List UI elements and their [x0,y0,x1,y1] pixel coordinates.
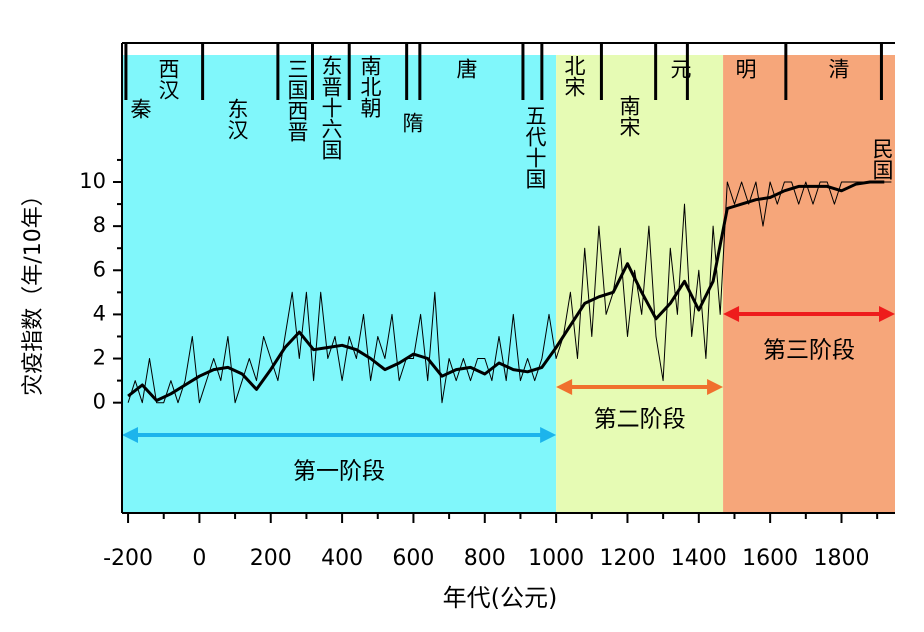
y-tick-label: 6 [93,257,106,281]
stage-label: 第三阶段 [763,338,855,364]
x-tick-label: 0 [192,546,206,571]
stage-label: 第二阶段 [594,407,686,433]
x-tick-label: 400 [321,546,363,571]
y-tick-label: 10 [79,169,106,193]
dynasty-label: 东晋十六国 [319,55,343,160]
dynasty-label: 秦 [128,98,152,119]
y-tick-label: 4 [93,301,106,325]
y-tick-label: 0 [93,390,106,414]
x-tick-label: 1800 [813,546,869,571]
dynasty-label: 隋 [400,112,424,133]
x-tick-label: 200 [250,546,292,571]
arrow-head [707,379,724,395]
y-tick-label: 2 [93,346,106,370]
y-tick-label: 8 [93,213,106,237]
dynasty-label: 东汉 [225,98,249,140]
arrow-head [723,306,740,322]
stage-background [723,55,895,513]
x-tick-label: 800 [464,546,506,571]
arrow-head [556,379,573,395]
data-line [127,181,892,404]
x-tick-label: 1000 [528,546,584,571]
x-tick-label: 1200 [599,546,655,571]
x-tick-label: 600 [392,546,434,571]
dynasty-label: 元 [668,58,692,79]
arrow-head [122,427,138,443]
x-tick-label: -200 [103,546,153,571]
arrow-head [540,427,557,443]
x-axis-label: 年代(公元) [443,584,558,612]
arrow-head [879,306,895,322]
dynasty-label: 民国 [870,138,894,180]
data-line [127,180,885,402]
stage-background [556,55,724,513]
dynasty-label: 明 [733,58,757,79]
dynasty-label: 南北朝 [358,55,382,118]
dynasty-label: 南宋 [617,95,641,137]
dynasty-label: 三国西晋 [285,58,309,142]
y-axis-label: 灾疫指数（年/10年） [21,184,46,395]
dynasty-label: 唐 [454,58,478,79]
dynasty-label: 北宋 [562,55,586,97]
dynasty-label: 清 [826,58,850,79]
x-tick-label: 1600 [742,546,798,571]
stage-label: 第一阶段 [293,459,385,485]
x-tick-label: 1400 [671,546,727,571]
dynasty-label: 五代十国 [523,105,547,189]
dynasty-label: 西汉 [156,58,180,100]
